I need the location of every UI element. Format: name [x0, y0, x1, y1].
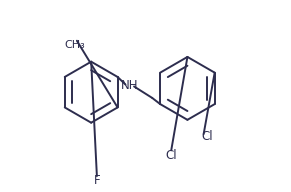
Text: Cl: Cl — [202, 131, 213, 143]
Text: Cl: Cl — [165, 149, 177, 162]
Text: CH₃: CH₃ — [65, 40, 85, 50]
Text: F: F — [94, 174, 100, 187]
Text: NH: NH — [120, 79, 138, 92]
